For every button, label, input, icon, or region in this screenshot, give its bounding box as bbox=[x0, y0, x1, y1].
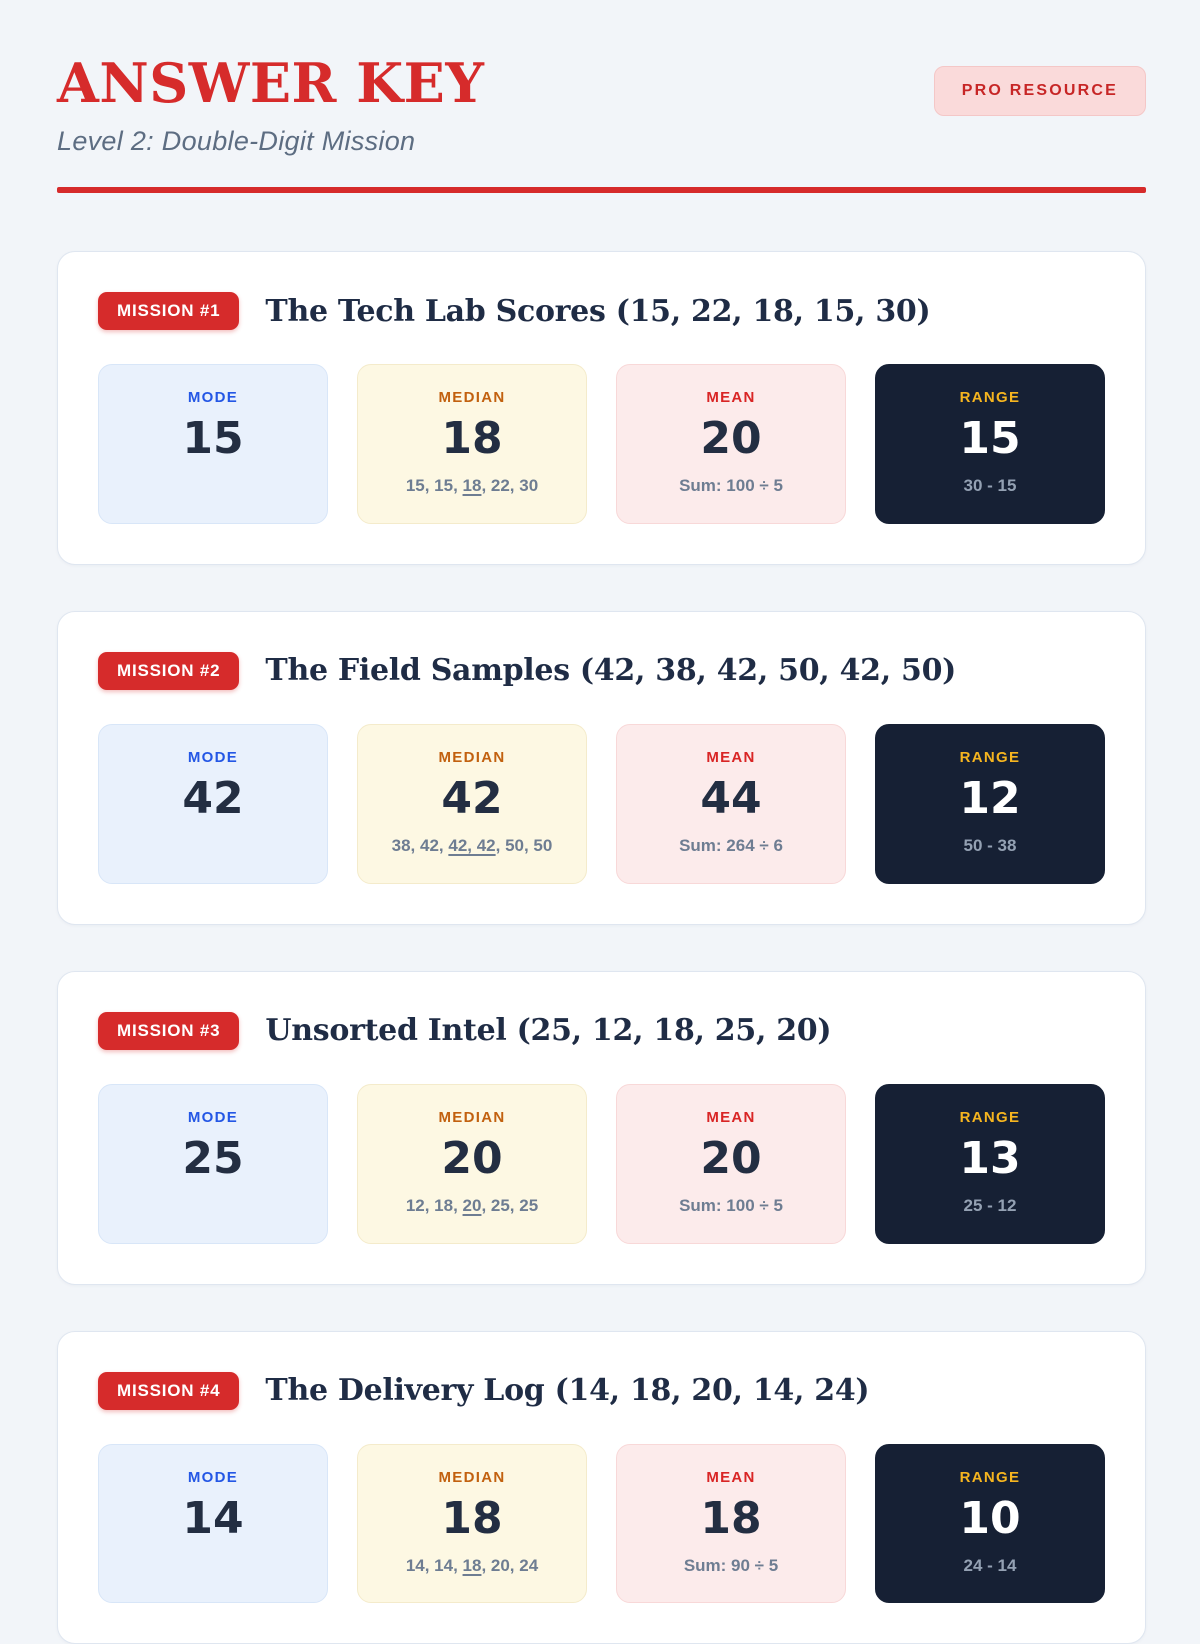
stat-label: MEAN bbox=[706, 1108, 756, 1126]
mission-badge: MISSION #1 bbox=[98, 292, 240, 331]
stat-value: 14 bbox=[182, 1492, 244, 1544]
stat-label: MEAN bbox=[706, 1468, 756, 1486]
mission-card-header: MISSION #2 The Field Samples (42, 38, 42… bbox=[98, 651, 1105, 690]
stat-label: MODE bbox=[187, 1108, 239, 1126]
mean-sum-note: Sum: 264 ÷ 6 bbox=[679, 836, 783, 856]
range-calc-note: 50 - 38 bbox=[963, 836, 1017, 856]
stat-label: RANGE bbox=[959, 748, 1021, 766]
stat-value: 42 bbox=[441, 772, 503, 824]
mission-card-1: MISSION #1 The Tech Lab Scores (15, 22, … bbox=[57, 251, 1146, 565]
range-calc-note: 25 - 12 bbox=[963, 1195, 1017, 1215]
stat-label: MODE bbox=[187, 389, 239, 407]
stat-label: MODE bbox=[187, 1468, 239, 1486]
stat-value: 44 bbox=[700, 772, 762, 824]
stat-value: 15 bbox=[182, 413, 244, 465]
stat-label: MEAN bbox=[706, 748, 756, 766]
mission-card-4: MISSION #4 The Delivery Log (14, 18, 20,… bbox=[57, 1330, 1146, 1644]
range-calc-note: 30 - 15 bbox=[963, 476, 1017, 496]
stat-box-mean: MEAN 44 Sum: 264 ÷ 6 bbox=[616, 723, 846, 884]
stat-box-median: MEDIAN 18 14, 14, 18, 20, 24 bbox=[357, 1443, 587, 1604]
mission-card-header: MISSION #3 Unsorted Intel (25, 12, 18, 2… bbox=[98, 1011, 1105, 1050]
mission-title: Unsorted Intel (25, 12, 18, 25, 20) bbox=[265, 1013, 832, 1049]
stat-value: 42 bbox=[182, 772, 244, 824]
mission-badge: MISSION #4 bbox=[98, 1371, 240, 1410]
stat-value: 20 bbox=[441, 1132, 503, 1184]
stat-box-mean: MEAN 20 Sum: 100 ÷ 5 bbox=[616, 1083, 846, 1244]
stat-value: 25 bbox=[182, 1132, 244, 1184]
stat-value: 20 bbox=[700, 1132, 762, 1184]
stat-value: 12 bbox=[959, 772, 1021, 824]
median-sorted-note: 38, 42, 42, 42, 50, 50 bbox=[391, 836, 553, 856]
stat-value: 13 bbox=[959, 1132, 1021, 1184]
stat-label: MEDIAN bbox=[438, 1108, 506, 1126]
stat-box-range: RANGE 10 24 - 14 bbox=[875, 1443, 1105, 1604]
stat-box-mode: MODE 15 bbox=[98, 364, 328, 524]
page-header: ANSWER KEY Level 2: Double-Digit Mission… bbox=[57, 51, 1146, 157]
median-sorted-note: 12, 18, 20, 25, 25 bbox=[405, 1195, 539, 1215]
stat-label: MEAN bbox=[706, 389, 756, 407]
header-text-block: ANSWER KEY Level 2: Double-Digit Mission bbox=[57, 51, 485, 157]
mean-sum-note: Sum: 100 ÷ 5 bbox=[679, 476, 783, 496]
stat-label: MEDIAN bbox=[438, 1468, 506, 1486]
stat-label: RANGE bbox=[959, 389, 1021, 407]
stats-row: MODE 42 MEDIAN 42 38, 42, 42, 42, 50, 50… bbox=[98, 723, 1105, 884]
mean-sum-note: Sum: 100 ÷ 5 bbox=[679, 1195, 783, 1215]
stats-row: MODE 14 MEDIAN 18 14, 14, 18, 20, 24 MEA… bbox=[98, 1443, 1105, 1604]
stat-value: 18 bbox=[441, 1492, 503, 1544]
mission-badge: MISSION #3 bbox=[98, 1011, 240, 1050]
pro-resource-badge: PRO RESOURCE bbox=[933, 66, 1146, 116]
stat-value: 15 bbox=[959, 413, 1021, 465]
mission-badge: MISSION #2 bbox=[98, 651, 240, 690]
stat-value: 20 bbox=[700, 413, 762, 465]
stat-value: 18 bbox=[441, 413, 503, 465]
stat-box-mean: MEAN 20 Sum: 100 ÷ 5 bbox=[616, 364, 846, 524]
stat-box-range: RANGE 12 50 - 38 bbox=[875, 723, 1105, 884]
median-sorted-note: 14, 14, 18, 20, 24 bbox=[405, 1555, 539, 1575]
stat-box-mode: MODE 14 bbox=[98, 1443, 328, 1604]
stat-box-mode: MODE 25 bbox=[98, 1083, 328, 1244]
mission-card-header: MISSION #4 The Delivery Log (14, 18, 20,… bbox=[98, 1371, 1105, 1410]
mission-title: The Delivery Log (14, 18, 20, 14, 24) bbox=[265, 1373, 870, 1409]
stat-label: RANGE bbox=[959, 1468, 1021, 1486]
divider-rule bbox=[57, 187, 1146, 194]
mission-card-2: MISSION #2 The Field Samples (42, 38, 42… bbox=[57, 610, 1146, 925]
stat-box-range: RANGE 15 30 - 15 bbox=[875, 364, 1105, 524]
stat-label: MEDIAN bbox=[438, 389, 506, 407]
median-sorted-note: 15, 15, 18, 22, 30 bbox=[405, 476, 539, 496]
page-subtitle: Level 2: Double-Digit Mission bbox=[57, 126, 416, 157]
stat-box-median: MEDIAN 42 38, 42, 42, 42, 50, 50 bbox=[357, 723, 587, 884]
page-title: ANSWER KEY bbox=[57, 51, 485, 115]
stat-box-mode: MODE 42 bbox=[98, 723, 328, 884]
stat-value: 10 bbox=[959, 1492, 1021, 1544]
mean-sum-note: Sum: 90 ÷ 5 bbox=[683, 1555, 779, 1575]
stats-row: MODE 15 MEDIAN 18 15, 15, 18, 22, 30 MEA… bbox=[98, 364, 1105, 524]
mission-card-3: MISSION #3 Unsorted Intel (25, 12, 18, 2… bbox=[57, 970, 1146, 1285]
stat-label: RANGE bbox=[959, 1108, 1021, 1126]
stat-label: MEDIAN bbox=[438, 748, 506, 766]
stat-box-mean: MEAN 18 Sum: 90 ÷ 5 bbox=[616, 1443, 846, 1604]
stats-row: MODE 25 MEDIAN 20 12, 18, 20, 25, 25 MEA… bbox=[98, 1083, 1105, 1244]
stat-box-range: RANGE 13 25 - 12 bbox=[875, 1083, 1105, 1244]
mission-card-header: MISSION #1 The Tech Lab Scores (15, 22, … bbox=[98, 292, 1105, 331]
range-calc-note: 24 - 14 bbox=[963, 1555, 1017, 1575]
stat-box-median: MEDIAN 18 15, 15, 18, 22, 30 bbox=[357, 364, 587, 524]
mission-title: The Field Samples (42, 38, 42, 50, 42, 5… bbox=[265, 653, 957, 689]
stat-value: 18 bbox=[700, 1492, 762, 1544]
mission-title: The Tech Lab Scores (15, 22, 18, 15, 30) bbox=[265, 293, 931, 329]
stat-label: MODE bbox=[187, 748, 239, 766]
stat-box-median: MEDIAN 20 12, 18, 20, 25, 25 bbox=[357, 1083, 587, 1244]
